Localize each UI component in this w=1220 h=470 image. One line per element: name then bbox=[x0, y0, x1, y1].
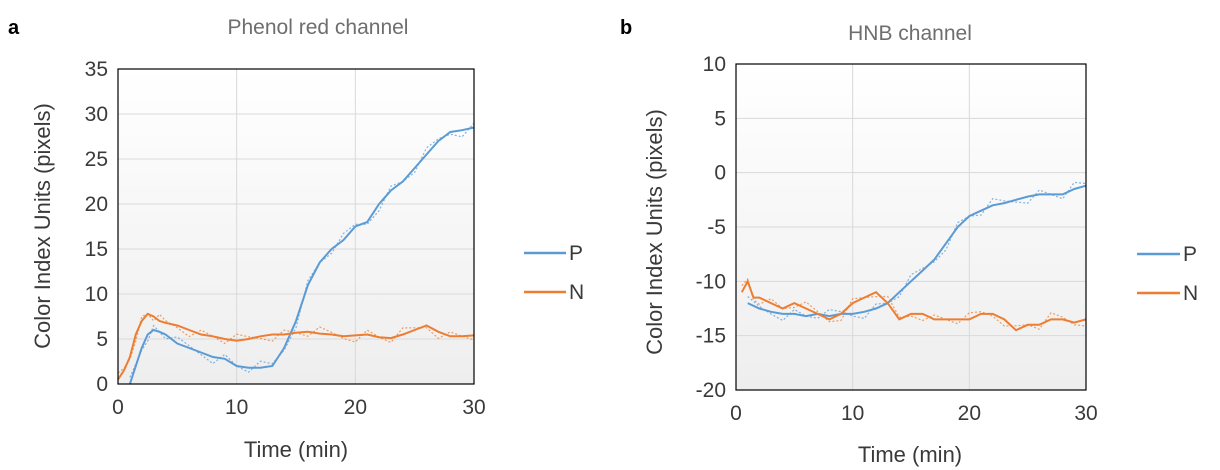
y-tick-label: 15 bbox=[85, 238, 108, 261]
x-tick-label: 30 bbox=[1074, 402, 1097, 425]
y-tick-label: 5 bbox=[96, 328, 108, 351]
x-tick-label: 20 bbox=[344, 396, 367, 419]
x-tick-label: 10 bbox=[225, 396, 248, 419]
y-tick-label: 10 bbox=[85, 283, 108, 306]
x-axis-label: Time (min) bbox=[858, 442, 962, 467]
y-axis-label: Color Index Units (pixels) bbox=[642, 109, 667, 355]
chart-title: HNB channel bbox=[848, 22, 972, 45]
y-tick-label: 20 bbox=[85, 193, 108, 216]
series-line-n bbox=[117, 312, 475, 381]
panel-letter: a bbox=[8, 17, 20, 39]
y-tick-label: 0 bbox=[714, 162, 726, 185]
x-tick-label: 20 bbox=[958, 402, 981, 425]
x-tick-label: 0 bbox=[730, 402, 742, 425]
x-tick-label: 0 bbox=[112, 396, 124, 419]
y-tick-label: -15 bbox=[696, 325, 726, 348]
y-tick-label: -20 bbox=[696, 379, 726, 402]
legend-label-n: N bbox=[569, 281, 584, 304]
legend: P N bbox=[524, 242, 584, 304]
chart-panel-a: a Phenol red channel 0 5 10 15 20 25 30 35 0 10 20… bbox=[8, 16, 584, 462]
series-line-n bbox=[740, 278, 1087, 332]
series-line-p bbox=[128, 126, 475, 385]
y-tick-label: -5 bbox=[707, 216, 726, 239]
plot-area: 0 5 10 15 20 25 30 35 0 10 20 30 bbox=[85, 58, 486, 419]
y-tick-label: 0 bbox=[96, 373, 108, 396]
y-tick-label: 30 bbox=[85, 103, 108, 126]
legend-label-p: P bbox=[569, 242, 583, 265]
y-tick-label: 25 bbox=[85, 148, 108, 171]
y-axis-label: Color Index Units (pixels) bbox=[30, 103, 55, 349]
y-tick-label: 35 bbox=[85, 58, 108, 81]
panel-letter: b bbox=[620, 17, 632, 39]
series-raw-p bbox=[129, 122, 475, 378]
y-tick-label: -10 bbox=[696, 270, 726, 293]
plot-area: -20 -15 -10 -5 0 5 10 0 10 20 30 bbox=[696, 53, 1098, 425]
plot-frame bbox=[735, 63, 1087, 391]
series-line-p bbox=[747, 184, 1087, 318]
legend: P N bbox=[1137, 243, 1198, 305]
chart-title: Phenol red channel bbox=[228, 16, 409, 39]
plot-frame bbox=[117, 68, 475, 385]
legend-label-n: N bbox=[1183, 282, 1198, 305]
x-axis-label: Time (min) bbox=[244, 437, 348, 462]
x-tick-label: 30 bbox=[462, 396, 485, 419]
y-tick-label: 5 bbox=[714, 107, 726, 130]
legend-label-p: P bbox=[1183, 243, 1197, 266]
y-tick-label: 10 bbox=[703, 53, 726, 76]
series-raw-n bbox=[117, 313, 475, 374]
plot-background bbox=[118, 69, 474, 384]
chart-panel-b: b HNB channel -20 -15 -10 -5 0 5 10 0 10 20 30 Tim… bbox=[620, 17, 1198, 467]
x-tick-label: 10 bbox=[841, 402, 864, 425]
